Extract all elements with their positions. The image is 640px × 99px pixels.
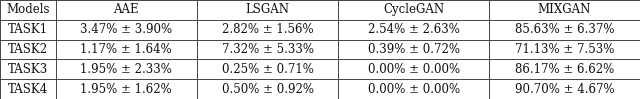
Text: 71.13% ± 7.53%: 71.13% ± 7.53% xyxy=(515,43,614,56)
Text: TASK4: TASK4 xyxy=(8,83,48,96)
Text: CycleGAN: CycleGAN xyxy=(383,3,444,16)
Text: 0.00% ± 0.00%: 0.00% ± 0.00% xyxy=(368,63,460,76)
Text: 2.54% ± 2.63%: 2.54% ± 2.63% xyxy=(368,23,460,36)
Text: 90.70% ± 4.67%: 90.70% ± 4.67% xyxy=(515,83,614,96)
Text: 0.39% ± 0.72%: 0.39% ± 0.72% xyxy=(368,43,460,56)
Text: AAE: AAE xyxy=(113,3,139,16)
Text: 1.17% ± 1.64%: 1.17% ± 1.64% xyxy=(81,43,172,56)
Text: 86.17% ± 6.62%: 86.17% ± 6.62% xyxy=(515,63,614,76)
Text: 0.00% ± 0.00%: 0.00% ± 0.00% xyxy=(368,83,460,96)
Text: 7.32% ± 5.33%: 7.32% ± 5.33% xyxy=(221,43,314,56)
Text: LSGAN: LSGAN xyxy=(246,3,290,16)
Text: Models: Models xyxy=(6,3,50,16)
Text: TASK3: TASK3 xyxy=(8,63,48,76)
Text: 0.25% ± 0.71%: 0.25% ± 0.71% xyxy=(221,63,314,76)
Text: MIXGAN: MIXGAN xyxy=(538,3,591,16)
Text: TASK1: TASK1 xyxy=(8,23,48,36)
Text: TASK2: TASK2 xyxy=(8,43,48,56)
Text: 2.82% ± 1.56%: 2.82% ± 1.56% xyxy=(222,23,314,36)
Text: 1.95% ± 1.62%: 1.95% ± 1.62% xyxy=(81,83,172,96)
Text: 85.63% ± 6.37%: 85.63% ± 6.37% xyxy=(515,23,614,36)
Text: 0.50% ± 0.92%: 0.50% ± 0.92% xyxy=(221,83,314,96)
Text: 3.47% ± 3.90%: 3.47% ± 3.90% xyxy=(80,23,172,36)
Text: 1.95% ± 2.33%: 1.95% ± 2.33% xyxy=(81,63,172,76)
